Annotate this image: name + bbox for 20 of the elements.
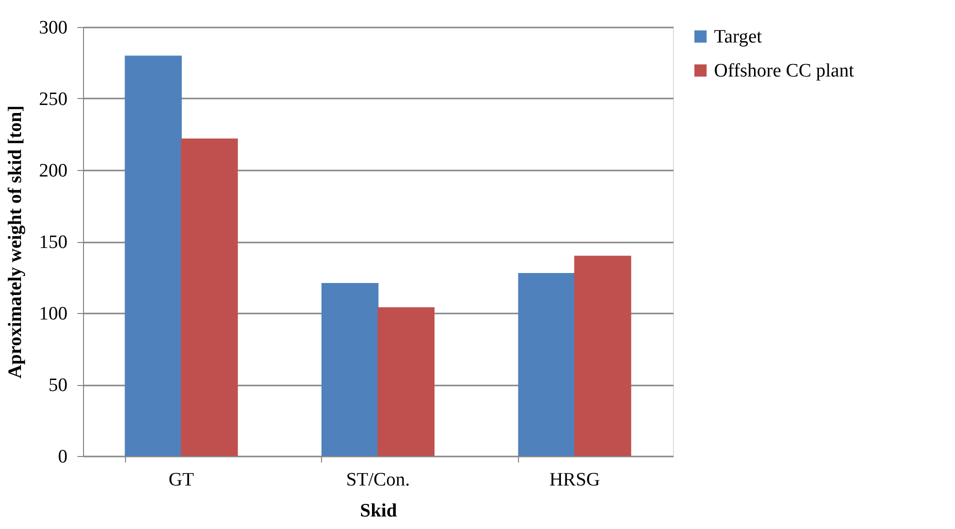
x-axis-title: Skid (360, 500, 398, 522)
bar (378, 307, 435, 456)
x-tick-label: ST/Con. (346, 470, 410, 490)
x-tick-label: HRSG (549, 470, 600, 490)
y-tick-label: 250 (39, 89, 68, 110)
legend-label: Offshore CC plant (714, 60, 855, 82)
bar (321, 282, 378, 456)
bar (518, 272, 576, 456)
y-tick-label: 100 (39, 304, 68, 324)
x-tick-label: GT (168, 470, 194, 490)
y-axis-title: Aproximately weight of skid [ton] (5, 105, 26, 379)
legend-label: Target (714, 26, 763, 48)
y-tick-label: 50 (48, 375, 68, 396)
bar (124, 56, 182, 456)
y-tick-label: 0 (58, 446, 68, 468)
y-tick-label: 150 (39, 232, 68, 253)
bar (180, 138, 238, 456)
y-tick-label: 200 (39, 160, 68, 182)
y-tick-label: 300 (39, 18, 68, 38)
bar (574, 256, 632, 456)
